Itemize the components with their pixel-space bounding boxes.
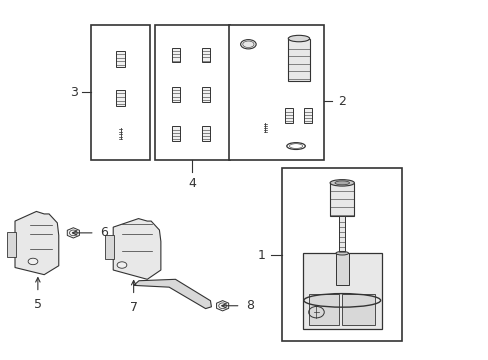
Text: 3: 3 [70, 86, 78, 99]
Bar [303, 108, 311, 123]
Polygon shape [216, 301, 228, 311]
Bar [91, 24, 149, 160]
Ellipse shape [335, 251, 348, 255]
Ellipse shape [28, 258, 38, 265]
Polygon shape [67, 228, 79, 238]
Text: 4: 4 [188, 177, 196, 190]
Bar [201, 126, 209, 141]
Ellipse shape [117, 262, 126, 268]
Ellipse shape [240, 40, 256, 49]
Polygon shape [15, 211, 59, 275]
Text: 7: 7 [129, 301, 137, 314]
Text: 2: 2 [337, 95, 345, 108]
Bar [284, 108, 292, 123]
Bar [201, 48, 209, 62]
Bar [308, 294, 339, 325]
Bar [7, 232, 16, 257]
Bar [339, 216, 345, 253]
Bar [172, 48, 180, 62]
Bar [154, 24, 229, 160]
Ellipse shape [329, 180, 354, 186]
Bar [335, 253, 348, 285]
Text: 6: 6 [100, 226, 108, 239]
Bar [228, 24, 323, 160]
Polygon shape [113, 219, 161, 279]
Bar [287, 39, 309, 81]
Bar [302, 253, 381, 329]
Bar [105, 235, 114, 259]
Ellipse shape [287, 35, 309, 42]
Bar [116, 90, 124, 106]
Bar [116, 50, 124, 67]
Bar [172, 87, 180, 102]
Bar [329, 183, 354, 216]
Bar [282, 168, 401, 342]
Text: 1: 1 [257, 248, 265, 261]
Bar [201, 87, 209, 102]
Polygon shape [133, 279, 211, 309]
Bar [172, 126, 180, 141]
Ellipse shape [334, 181, 349, 185]
Text: 5: 5 [34, 298, 42, 311]
Text: 8: 8 [245, 299, 253, 312]
Bar [341, 294, 374, 325]
